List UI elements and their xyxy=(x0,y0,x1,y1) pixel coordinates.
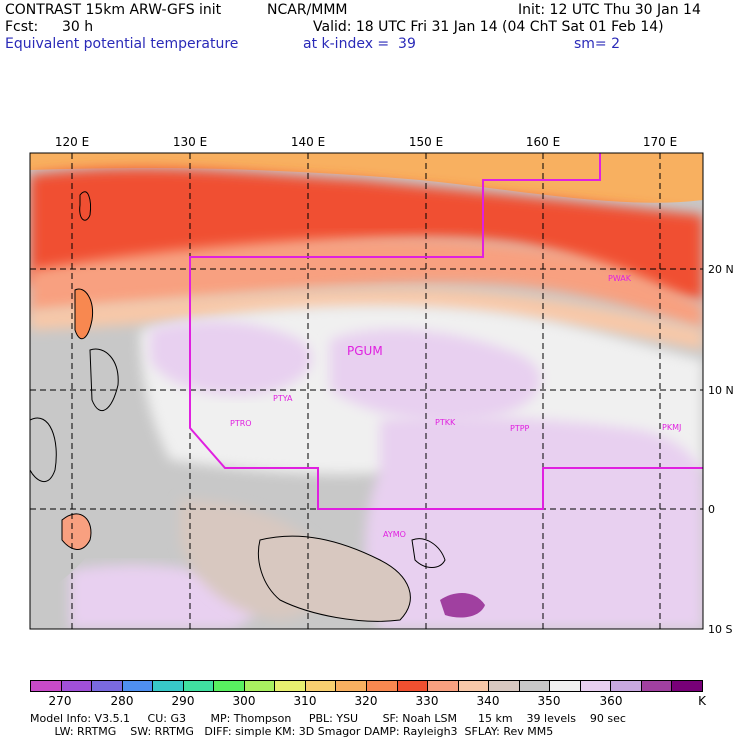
colorbar-cell xyxy=(244,681,276,691)
colorbar xyxy=(30,680,703,692)
lon-label: 140 E xyxy=(291,135,325,149)
colorbar-cell xyxy=(519,681,551,691)
lat-label: 10 N xyxy=(708,384,734,397)
station-pgum: PGUM xyxy=(347,344,383,358)
colorbar-label: 340 xyxy=(476,694,500,708)
colorbar-cell xyxy=(214,681,245,691)
init-time: Init: 12 UTC Thu 30 Jan 14 xyxy=(518,2,701,18)
colorbar-label: 360 xyxy=(599,694,623,708)
station-aymo: AYMO xyxy=(383,530,406,539)
station-ptpp: PTPP xyxy=(510,424,530,433)
station-labels: PGUM PTYA PTRO PTKK PTPP PKMJ PWAK AYMO xyxy=(230,274,681,539)
lon-label: 170 E xyxy=(643,135,677,149)
lon-label: 120 E xyxy=(55,135,89,149)
colorbar-label: 320 xyxy=(354,694,378,708)
level-label: at k-index = 39 xyxy=(303,36,416,52)
colorbar-label: 290 xyxy=(171,694,195,708)
longitude-labels: 120 E 130 E 140 E 150 E 160 E 170 E xyxy=(55,135,677,149)
forecast-label: Fcst: xyxy=(5,19,39,35)
colorbar-unit: K xyxy=(698,694,706,708)
colorbar-label: 270 xyxy=(48,694,72,708)
colorbar-label: 280 xyxy=(110,694,134,708)
colorbar-cell xyxy=(183,681,215,691)
lon-label: 150 E xyxy=(409,135,443,149)
colorbar-cell xyxy=(428,681,459,691)
theta-e-field xyxy=(30,153,703,629)
station-ptya: PTYA xyxy=(273,394,293,403)
colorbar-cell xyxy=(305,681,337,691)
colorbar-cell xyxy=(611,681,642,691)
colorbar-label: 330 xyxy=(415,694,439,708)
colorbar-cell xyxy=(397,681,429,691)
model-title: CONTRAST 15km ARW-GFS init xyxy=(5,2,222,18)
latitude-labels: 20 N 10 N 0 10 S xyxy=(708,263,734,636)
colorbar-label: 300 xyxy=(232,694,256,708)
colorbar-cell xyxy=(458,681,490,691)
colorbar-cell xyxy=(550,681,581,691)
valid-time: Valid: 18 UTC Fri 31 Jan 14 (04 ChT Sat … xyxy=(313,19,664,35)
colorbar-cell xyxy=(489,681,520,691)
model-info-line1: Model Info: V3.5.1 CU: G3 MP: Thompson P… xyxy=(30,712,626,725)
model-info-line2: LW: RRTMG SW: RRTMG DIFF: simple KM: 3D … xyxy=(30,725,554,738)
colorbar-cell xyxy=(122,681,154,691)
grid-lines xyxy=(30,153,703,629)
station-ptkk: PTKK xyxy=(435,418,456,427)
colorbar-cell xyxy=(641,681,673,691)
lat-label: 0 xyxy=(708,503,715,516)
colorbar-cell xyxy=(672,681,703,691)
smoothing-label: sm= 2 xyxy=(574,36,621,52)
colorbar-cell xyxy=(153,681,184,691)
lat-label: 10 S xyxy=(708,623,732,636)
field-name: Equivalent potential temperature xyxy=(5,36,239,52)
region-boundary xyxy=(189,153,703,510)
colorbar-cell xyxy=(61,681,93,691)
colorbar-cell xyxy=(31,681,62,691)
org-label: NCAR/MMM xyxy=(267,2,348,18)
colorbar-cell xyxy=(275,681,306,691)
colorbar-cell xyxy=(367,681,398,691)
station-pkmj: PKMJ xyxy=(662,423,681,432)
station-ptro: PTRO xyxy=(230,419,252,428)
lon-label: 160 E xyxy=(526,135,560,149)
forecast-hours: 30 h xyxy=(62,19,94,35)
colorbar-cell xyxy=(92,681,123,691)
lon-label: 130 E xyxy=(173,135,207,149)
colorbar-cell xyxy=(336,681,368,691)
colorbar-label: 310 xyxy=(293,694,317,708)
station-pwak: PWAK xyxy=(608,274,632,283)
map-frame xyxy=(29,152,704,630)
lat-label: 20 N xyxy=(708,263,734,276)
colorbar-label: 350 xyxy=(537,694,561,708)
colorbar-cell xyxy=(580,681,612,691)
